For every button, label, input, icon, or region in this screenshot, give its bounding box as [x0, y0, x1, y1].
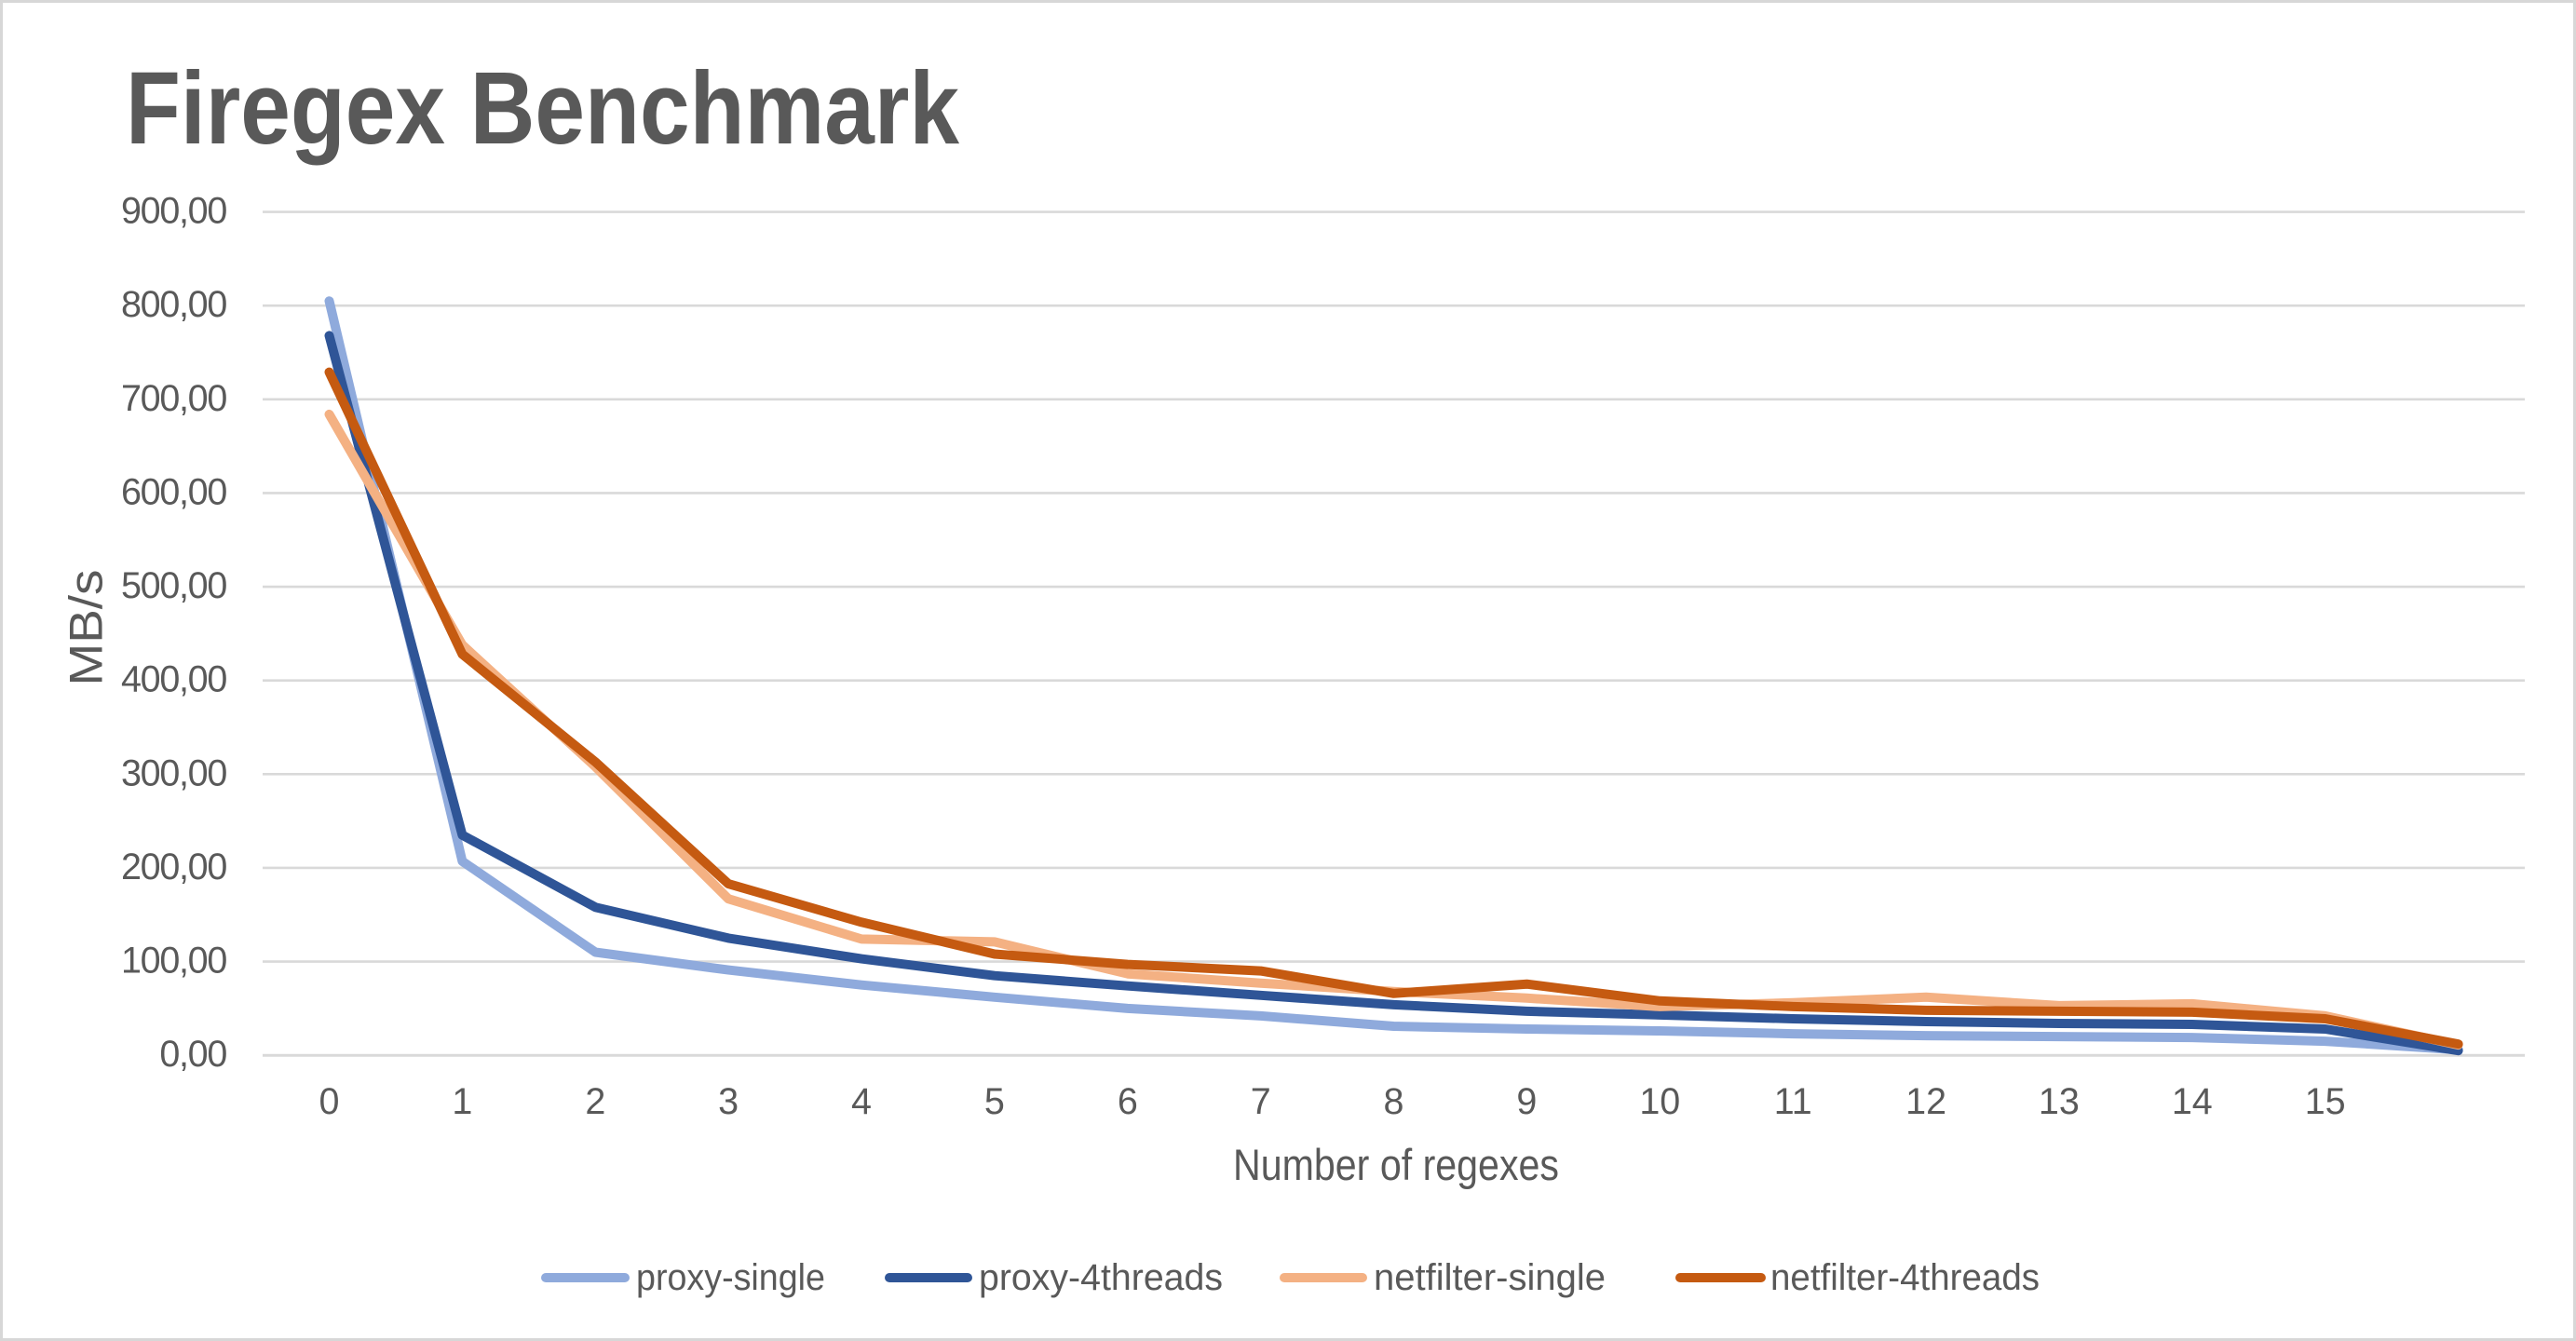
svg-text:300,00: 300,00: [121, 752, 226, 793]
svg-text:10: 10: [1639, 1081, 1680, 1122]
svg-text:900,00: 900,00: [121, 191, 226, 232]
svg-text:4: 4: [851, 1081, 872, 1122]
svg-text:200,00: 200,00: [121, 847, 226, 887]
svg-text:9: 9: [1516, 1081, 1537, 1122]
svg-text:6: 6: [1118, 1081, 1138, 1122]
svg-text:15: 15: [2305, 1081, 2346, 1122]
svg-text:0,00: 0,00: [159, 1034, 226, 1075]
svg-text:7: 7: [1251, 1081, 1271, 1122]
svg-text:Firegex Benchmark: Firegex Benchmark: [126, 51, 960, 166]
svg-text:2: 2: [585, 1081, 605, 1122]
svg-text:700,00: 700,00: [121, 378, 226, 419]
svg-text:500,00: 500,00: [121, 565, 226, 606]
svg-text:100,00: 100,00: [121, 941, 226, 982]
svg-text:3: 3: [718, 1081, 739, 1122]
svg-text:netfilter-4threads: netfilter-4threads: [1770, 1257, 2040, 1298]
svg-text:800,00: 800,00: [121, 284, 226, 325]
svg-text:13: 13: [2039, 1081, 2080, 1122]
svg-text:600,00: 600,00: [121, 471, 226, 512]
svg-text:400,00: 400,00: [121, 659, 226, 700]
svg-text:proxy-4threads: proxy-4threads: [979, 1257, 1223, 1298]
svg-text:MB/s: MB/s: [61, 570, 113, 686]
svg-text:12: 12: [1905, 1081, 1946, 1122]
svg-text:Number of regexes: Number of regexes: [1233, 1140, 1559, 1189]
svg-text:14: 14: [2172, 1081, 2213, 1122]
svg-text:netfilter-single: netfilter-single: [1374, 1257, 1606, 1298]
svg-text:8: 8: [1384, 1081, 1404, 1122]
svg-text:0: 0: [319, 1081, 340, 1122]
svg-text:11: 11: [1774, 1081, 1812, 1122]
svg-text:1: 1: [452, 1081, 472, 1122]
svg-text:proxy-single: proxy-single: [636, 1257, 825, 1298]
svg-text:5: 5: [984, 1081, 1005, 1122]
